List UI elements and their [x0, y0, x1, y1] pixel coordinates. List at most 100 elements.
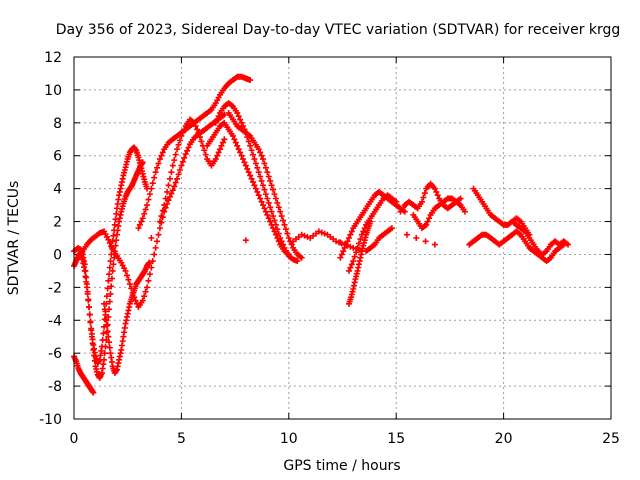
data-point-plus: [172, 151, 179, 158]
data-point-plus: [159, 149, 166, 156]
data-point-plus: [202, 151, 209, 158]
series-pass-21: [513, 228, 567, 265]
y-tick-label: 0: [53, 247, 62, 263]
data-point-plus: [275, 204, 282, 211]
data-point-plus: [110, 261, 117, 268]
data-point-plus: [268, 208, 275, 215]
data-point-plus: [126, 281, 133, 288]
y-tick-label: 2: [53, 215, 62, 231]
data-point-plus: [333, 238, 340, 245]
data-point-plus: [265, 173, 272, 180]
y-tick-label: -8: [48, 379, 62, 395]
data-point-plus: [345, 235, 352, 241]
data-point-plus: [139, 297, 146, 304]
data-point-plus: [294, 258, 301, 265]
data-point-plus: [132, 297, 139, 304]
data-point-plus: [261, 205, 268, 212]
data-point-plus: [152, 244, 159, 251]
data-point-plus: [234, 142, 241, 149]
data-point-plus: [106, 264, 113, 271]
data-point-plus: [106, 239, 113, 246]
data-point-plus: [278, 213, 285, 220]
data-point-plus: [113, 210, 120, 217]
data-point-plus: [86, 311, 93, 318]
data-point-plus: [148, 264, 155, 271]
data-point-plus: [239, 156, 246, 163]
data-point-plus: [106, 344, 113, 351]
data-point-plus: [214, 116, 221, 123]
chart-title: Day 356 of 2023, Sidereal Day-to-day VTE…: [56, 22, 621, 38]
data-marks: [71, 73, 572, 396]
data-point-plus: [298, 231, 305, 238]
data-point-plus: [175, 141, 182, 148]
data-point-plus: [145, 196, 152, 203]
data-point-plus: [172, 179, 179, 186]
data-point-plus: [422, 238, 429, 245]
series-pass-4: [101, 259, 153, 376]
data-point-plus: [265, 215, 272, 222]
data-point-plus: [254, 188, 261, 195]
data-point-plus: [258, 198, 265, 205]
x-tick-label: 25: [602, 431, 620, 447]
data-point-plus: [174, 175, 181, 182]
data-point-plus: [87, 319, 94, 326]
data-point-plus: [232, 139, 239, 146]
data-point-plus: [158, 213, 165, 220]
data-point-plus: [318, 229, 325, 236]
data-point-plus: [101, 356, 108, 363]
data-point-plus: [229, 132, 236, 139]
data-point-plus: [215, 113, 222, 120]
data-point-plus: [261, 160, 268, 167]
data-point-plus: [195, 129, 202, 136]
data-point-plus: [257, 173, 264, 180]
series-pass-9: [225, 109, 305, 261]
data-point-plus: [285, 235, 292, 241]
data-point-plus: [109, 267, 116, 274]
data-point-plus: [108, 243, 115, 250]
data-point-plus: [255, 192, 262, 199]
data-point-plus: [270, 213, 277, 220]
plot-frame: [73, 56, 612, 420]
data-point-plus: [344, 238, 351, 245]
data-point-plus: [237, 149, 244, 156]
data-point-plus: [215, 149, 222, 156]
series-pass-10: [204, 119, 292, 258]
data-point-plus: [88, 333, 95, 340]
data-point-plus: [156, 156, 163, 163]
data-point-plus: [185, 144, 192, 151]
data-point-plus: [148, 235, 155, 241]
series-pass-11: [290, 228, 365, 255]
data-point-plus: [260, 202, 267, 209]
data-point-plus: [175, 171, 182, 178]
data-point-plus: [284, 230, 291, 237]
data-point-plus: [105, 333, 112, 340]
grid-lines: [74, 57, 611, 419]
x-tick-label: 10: [280, 431, 298, 447]
data-point-plus: [105, 277, 112, 284]
data-point-plus: [218, 142, 225, 149]
data-point-plus: [271, 191, 278, 198]
data-point-plus: [146, 191, 153, 198]
data-point-plus: [277, 208, 284, 215]
data-point-plus: [268, 221, 275, 228]
data-point-plus: [367, 218, 374, 225]
y-tick-label: 4: [53, 182, 62, 198]
data-point-plus: [141, 293, 148, 300]
data-point-plus: [214, 152, 221, 159]
data-point-plus: [181, 154, 188, 161]
data-point-plus: [252, 185, 259, 192]
series-pass-17: [410, 195, 468, 232]
data-point-plus: [139, 159, 146, 166]
data-point-plus: [144, 284, 151, 291]
data-point-plus: [103, 317, 110, 324]
data-point-plus: [457, 195, 464, 202]
data-point-plus: [271, 217, 278, 224]
data-point-plus: [111, 221, 118, 228]
data-point-plus: [221, 111, 228, 118]
data-point-plus: [250, 151, 256, 158]
data-point-plus: [403, 231, 410, 238]
data-point-plus: [155, 160, 162, 167]
data-point-plus: [169, 162, 176, 169]
data-point-plus: [151, 251, 158, 258]
data-point-plus: [338, 251, 345, 258]
